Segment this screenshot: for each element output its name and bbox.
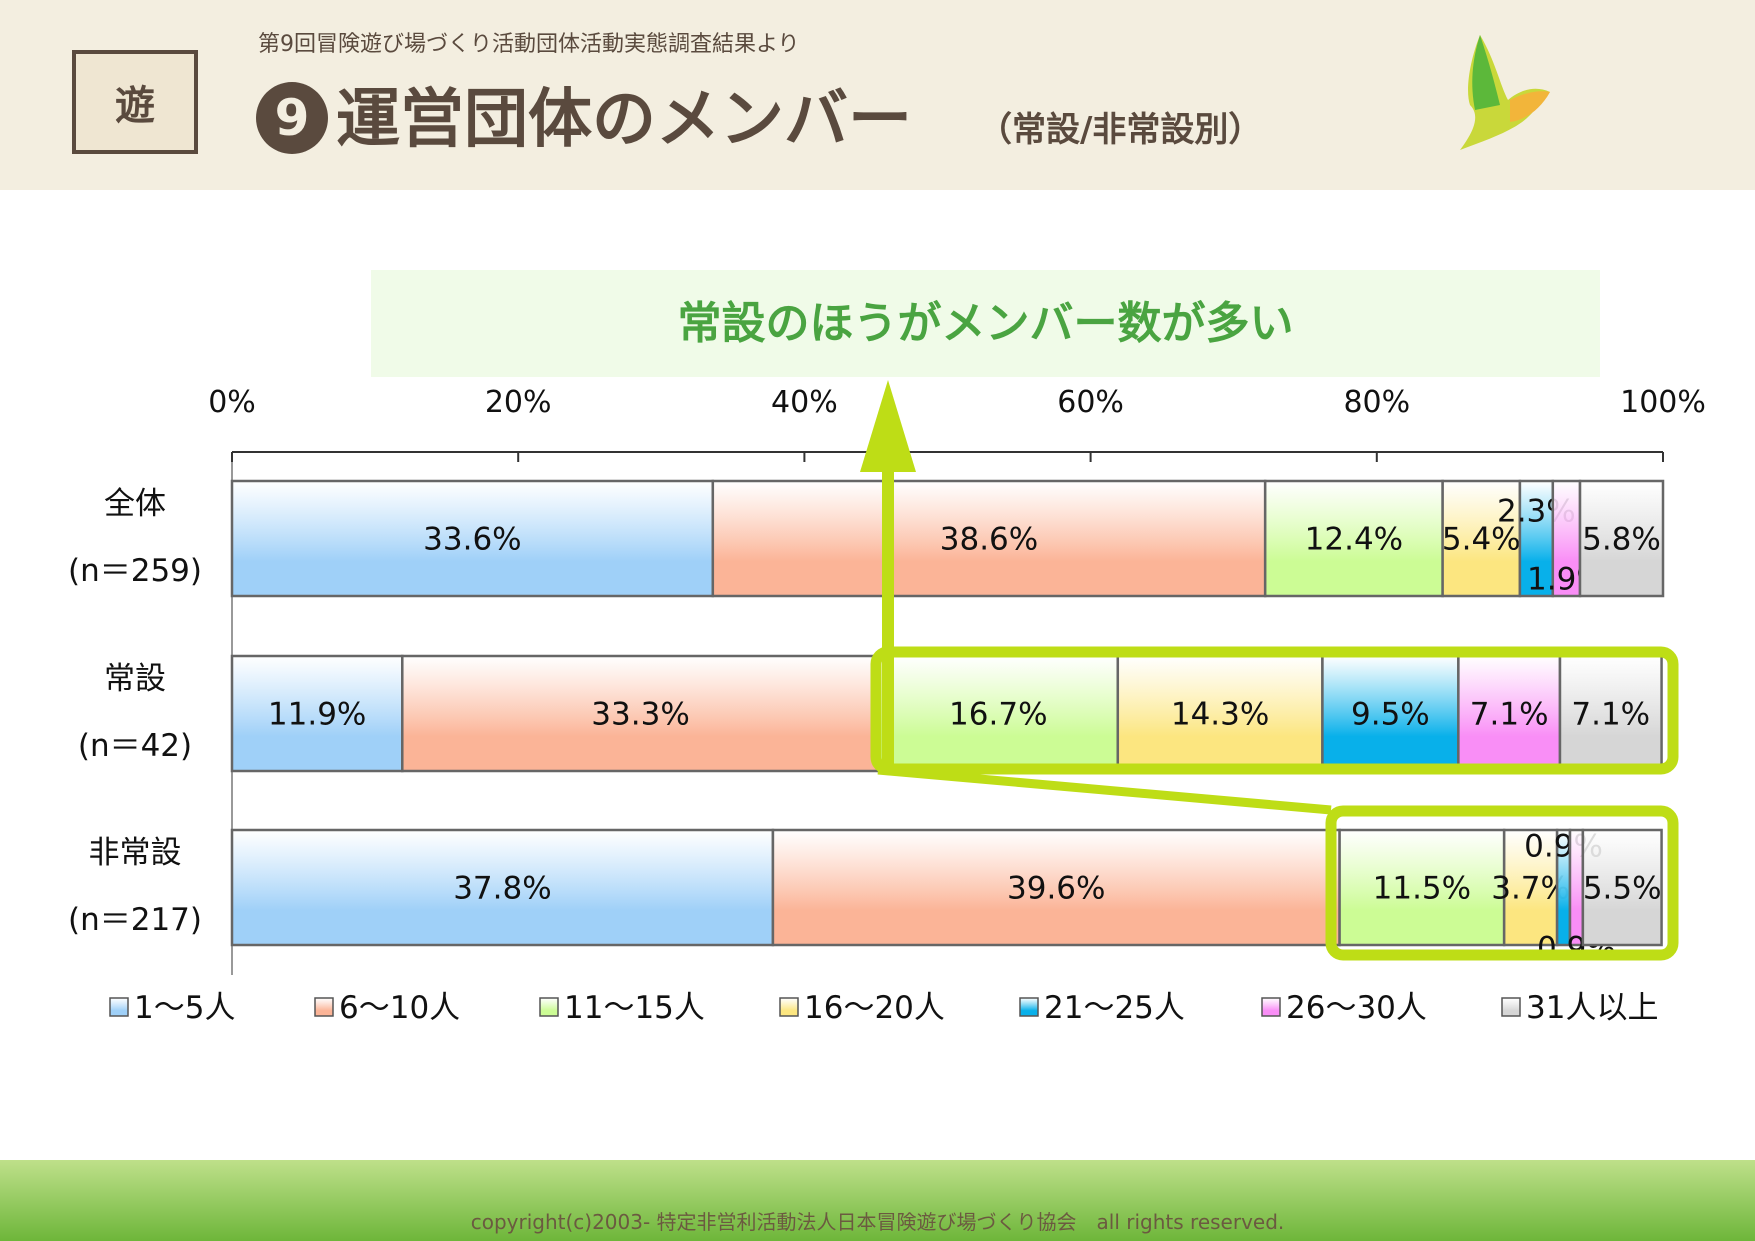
- connector-line: [877, 765, 1332, 815]
- category-n: (n＝217): [68, 902, 202, 938]
- category-label: 全体: [104, 486, 166, 522]
- section-number: 9: [256, 82, 328, 154]
- bar-segment: [1338, 828, 1506, 947]
- page-title: 運営団体のメンバー: [336, 83, 912, 157]
- callout-banner: 常設のほうがメンバー数が多い: [371, 270, 1600, 377]
- legend-swatch: [314, 997, 334, 1017]
- bar-segment: [230, 654, 404, 773]
- logo: 遊: [72, 50, 198, 154]
- copyright: copyright(c)2003- 特定非営利活動法人日本冒険遊び場づくり協会 …: [470, 1210, 1285, 1234]
- highlight-box-hijousetsu: [1325, 805, 1679, 961]
- arrow-shaft: [882, 468, 894, 768]
- bar-segment: [1502, 828, 1559, 947]
- x-tick-label: 60%: [1057, 385, 1124, 420]
- legend-label: 11～15人: [564, 990, 705, 1026]
- legend-swatch: [779, 997, 799, 1017]
- data-label: 12.4%: [1305, 522, 1403, 558]
- legend-label: 26～30人: [1286, 990, 1427, 1026]
- legend-swatch: [109, 997, 129, 1017]
- x-tick-label: 20%: [485, 385, 552, 420]
- page-title-suffix: （常設/非常設別）: [978, 110, 1263, 150]
- data-label: 33.3%: [591, 697, 689, 733]
- bird-icon: [1460, 35, 1550, 150]
- data-label: 33.6%: [423, 522, 521, 558]
- bar-segment: [1551, 479, 1582, 598]
- data-label: 38.6%: [940, 522, 1038, 558]
- data-label: 37.8%: [453, 871, 551, 907]
- data-label: 5.8%: [1582, 522, 1661, 558]
- legend-label: 6～10人: [339, 990, 460, 1026]
- legend-label: 1～5人: [134, 990, 235, 1026]
- bar-segment: [1457, 654, 1562, 773]
- bar-segment: [1116, 654, 1324, 773]
- bar-segment: [1568, 828, 1585, 947]
- category-n: (n＝42): [78, 728, 192, 764]
- data-label: 14.3%: [1171, 697, 1269, 733]
- data-label: 7.1%: [1571, 697, 1650, 733]
- bar-segment: [1263, 479, 1444, 598]
- legend-swatch: [1261, 997, 1281, 1017]
- category-label: 非常設: [89, 835, 182, 871]
- data-label: 11.5%: [1373, 871, 1471, 907]
- x-tick-label: 80%: [1343, 385, 1410, 420]
- subtitle: 第9回冒険遊び場づくり活動団体活動実態調査結果より: [258, 32, 800, 57]
- bar-segment: [771, 828, 1341, 947]
- bar-segment: [401, 654, 881, 773]
- category-n: (n＝259): [68, 553, 202, 589]
- data-label: 5.5%: [1583, 871, 1662, 907]
- data-label: 11.9%: [268, 697, 366, 733]
- legend-swatch: [1501, 997, 1521, 1017]
- category-label: 常設: [104, 661, 166, 697]
- x-tick-label: 0%: [208, 385, 256, 420]
- data-label: 16.7%: [949, 697, 1047, 733]
- header-band: 遊 第9回冒険遊び場づくり活動団体活動実態調査結果より 9 運営団体のメンバー …: [0, 0, 1755, 190]
- data-label: 39.6%: [1007, 871, 1105, 907]
- arrow-head-icon: [860, 380, 916, 472]
- legend-label: 31人以上: [1526, 990, 1658, 1026]
- x-tick-label: 40%: [771, 385, 838, 420]
- legend-label: 16～20人: [804, 990, 945, 1026]
- grass-footer: [0, 1160, 1755, 1241]
- bar-segment: [230, 828, 775, 947]
- data-label: 5.4%: [1442, 522, 1521, 558]
- bar-segment: [230, 479, 715, 598]
- legend-swatch: [539, 997, 559, 1017]
- x-tick-label: 100%: [1620, 385, 1706, 420]
- logo-text: 遊: [115, 83, 155, 129]
- data-label: 9.5%: [1351, 697, 1430, 733]
- legend-swatch: [1019, 997, 1039, 1017]
- stacked-bar-chart: 0% 20% 40% 60% 80% 100% 全体 (n＝259) 33.6% 38.6% 12.…: [68, 380, 1706, 1026]
- data-label: 7.1%: [1470, 697, 1549, 733]
- bar-segment: [1578, 479, 1665, 598]
- legend-label: 21～25人: [1044, 990, 1185, 1026]
- bar-segment: [1581, 828, 1663, 947]
- bar-segment: [1441, 479, 1522, 598]
- bar-segment: [1518, 479, 1555, 598]
- highlight-box-jousetsu: [870, 646, 1679, 775]
